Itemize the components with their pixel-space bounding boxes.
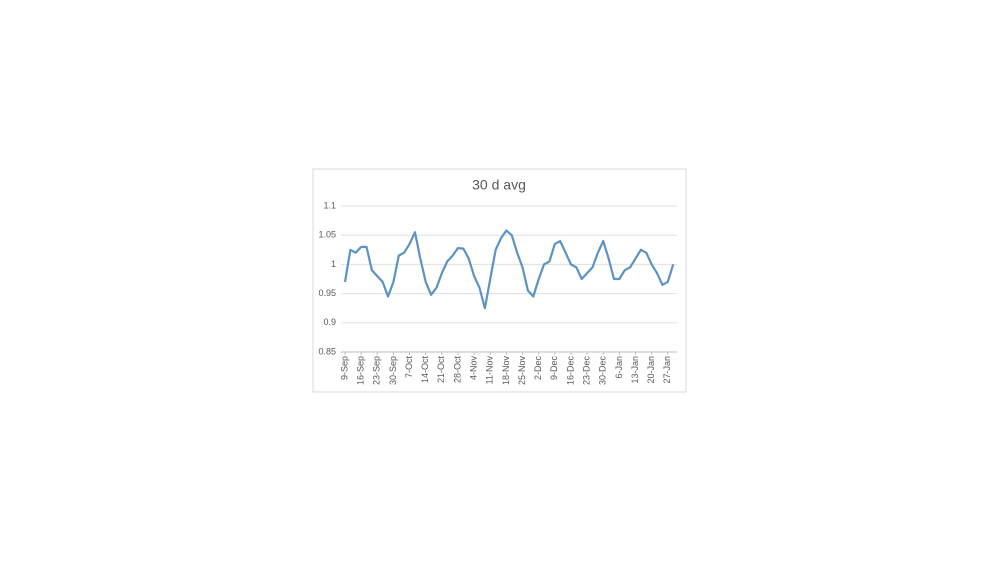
x-tick-label: 30-Dec [598,356,608,386]
x-tick-label: 25-Nov [517,356,527,386]
x-tick-label: 16-Dec [565,356,575,386]
x-tick-label: 28-Oct [452,356,462,384]
x-tick-label: 21-Oct [436,356,446,384]
y-tick-label: 0.9 [323,317,336,327]
x-tick-label: 14-Oct [420,356,430,384]
x-tick-label: 9-Sep [339,356,349,380]
y-tick-label: 1.05 [318,230,336,240]
x-tick-label: 30-Sep [388,356,398,385]
x-tick-label: 9-Dec [549,356,559,381]
x-tick-label: 6-Jan [614,356,624,379]
y-tick-label: 0.85 [318,346,336,356]
x-tick-label: 13-Jan [630,356,640,384]
x-tick-label: 27-Jan [662,356,672,384]
x-tick-label: 11-Nov [485,356,495,385]
y-tick-label: 0.95 [318,288,336,298]
x-tick-label: 23-Dec [581,356,591,386]
x-tick-label: 2-Dec [533,356,543,381]
chart-title: 30 d avg [472,177,526,193]
x-tick-label: 7-Oct [404,356,414,379]
x-tick-label: 16-Sep [356,356,366,385]
data-line [343,229,675,310]
y-tick-label: 1 [331,259,336,269]
x-tick-label: 20-Jan [646,356,656,384]
y-tick-label: 1.1 [323,200,336,210]
x-tick-label: 4-Nov [468,356,478,381]
x-tick-label: 23-Sep [372,356,382,385]
x-tick-label: 18-Nov [501,356,511,386]
